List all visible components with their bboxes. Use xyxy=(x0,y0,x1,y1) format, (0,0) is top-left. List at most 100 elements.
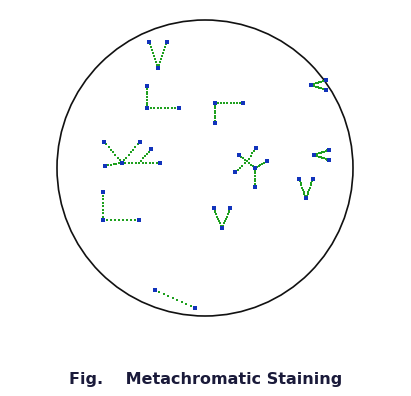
Point xyxy=(124,217,130,223)
Point xyxy=(172,105,179,111)
Point xyxy=(326,147,332,153)
Point xyxy=(262,159,269,165)
Point xyxy=(254,164,260,170)
Point xyxy=(264,158,271,164)
Point xyxy=(162,105,168,111)
Point xyxy=(174,297,180,303)
Point xyxy=(314,80,321,86)
Point xyxy=(125,152,132,158)
Point xyxy=(240,155,247,161)
Point xyxy=(176,105,182,111)
Point xyxy=(134,141,141,147)
Point xyxy=(210,204,217,211)
Point xyxy=(225,209,232,215)
Point xyxy=(212,100,218,106)
Point xyxy=(148,146,154,152)
Point xyxy=(247,153,254,159)
Point xyxy=(101,138,107,145)
Point xyxy=(100,203,106,209)
Point xyxy=(144,105,150,111)
Point xyxy=(306,187,312,193)
Point xyxy=(316,79,323,86)
Point xyxy=(252,165,258,171)
Point xyxy=(311,83,318,89)
Point xyxy=(242,157,249,163)
Point xyxy=(309,82,316,89)
Point xyxy=(317,154,324,160)
Point xyxy=(144,105,150,111)
Point xyxy=(132,160,139,166)
Point xyxy=(144,97,150,103)
Point xyxy=(303,195,309,201)
Point xyxy=(158,105,164,111)
Point xyxy=(305,188,312,195)
Point xyxy=(123,154,130,161)
Point xyxy=(299,185,305,191)
Point xyxy=(226,207,233,213)
Point xyxy=(311,152,317,158)
Point xyxy=(261,160,267,166)
Point xyxy=(159,53,165,59)
Point xyxy=(112,217,118,223)
Point xyxy=(139,160,146,166)
Point xyxy=(110,149,116,156)
Point xyxy=(119,160,125,166)
Point xyxy=(252,165,258,171)
Point xyxy=(104,217,110,223)
Point xyxy=(227,100,234,106)
Point xyxy=(302,193,309,199)
Point xyxy=(311,81,318,87)
Point xyxy=(316,154,322,160)
Point xyxy=(326,157,332,164)
Point xyxy=(252,168,258,174)
Point xyxy=(144,105,150,111)
Point xyxy=(119,160,125,166)
Point xyxy=(304,190,311,197)
Point xyxy=(130,147,136,153)
Point xyxy=(219,225,225,231)
Point xyxy=(255,163,262,169)
Point xyxy=(240,100,246,106)
Point xyxy=(161,291,167,297)
Point xyxy=(233,100,240,106)
Point xyxy=(319,155,326,161)
Point xyxy=(144,91,150,97)
Point xyxy=(236,152,242,158)
Point xyxy=(303,195,309,201)
Point xyxy=(237,164,243,171)
Point xyxy=(126,160,132,166)
Point xyxy=(318,79,324,85)
Point xyxy=(155,105,161,111)
Point xyxy=(252,178,258,185)
Point xyxy=(212,107,218,114)
Point xyxy=(218,223,224,229)
Point xyxy=(150,160,156,166)
Point xyxy=(301,190,308,197)
Point xyxy=(212,100,218,106)
Point xyxy=(100,199,106,206)
Point xyxy=(150,50,156,57)
Point xyxy=(321,86,328,92)
Point xyxy=(296,176,302,183)
Point xyxy=(323,87,330,93)
Point xyxy=(152,287,158,293)
Point xyxy=(162,44,169,51)
Point xyxy=(314,150,321,157)
Point xyxy=(165,293,172,299)
Point xyxy=(303,193,310,199)
Point xyxy=(122,160,129,166)
Point xyxy=(246,156,252,162)
Point xyxy=(257,162,263,168)
Point xyxy=(215,216,222,222)
Point xyxy=(227,204,234,211)
Point xyxy=(324,147,331,154)
Point xyxy=(231,100,237,106)
Point xyxy=(176,105,182,111)
Point xyxy=(136,160,143,166)
Point xyxy=(217,220,224,227)
Point xyxy=(239,162,246,169)
Point xyxy=(165,105,172,111)
Point xyxy=(156,62,162,68)
Point xyxy=(212,120,218,126)
Point xyxy=(161,47,167,53)
